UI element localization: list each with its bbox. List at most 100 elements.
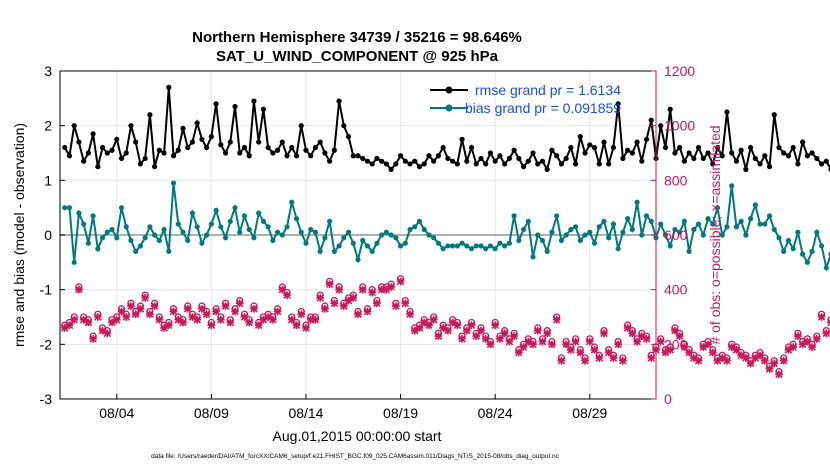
legend-rmse-marker: [445, 86, 453, 94]
series-rmse-point: [516, 155, 522, 162]
series-rmse-point: [554, 153, 560, 159]
obs-assimilated-point: [500, 329, 509, 338]
series-bias-point: [256, 210, 262, 216]
obs-assimilated-point: [131, 310, 140, 319]
series-bias-point: [393, 235, 399, 241]
series-rmse-point: [771, 112, 777, 118]
obs-assimilated-point: [732, 345, 741, 354]
series-bias-point: [591, 240, 598, 246]
series-bias-point: [511, 213, 517, 219]
series-rmse-point: [114, 136, 120, 142]
series-rmse-point: [440, 144, 446, 151]
series-rmse-point: [743, 166, 749, 172]
series-bias-point: [180, 229, 186, 235]
obs-assimilated-point: [614, 340, 622, 349]
series-rmse-point: [128, 123, 134, 129]
series-rmse-point: [435, 153, 442, 159]
series-rmse-point: [672, 150, 678, 156]
y-left-tick-label-0: -3: [40, 391, 53, 407]
obs-assimilated-point: [491, 321, 500, 330]
obs-assimilated-point: [136, 304, 145, 313]
obs-assimilated-point: [108, 318, 116, 327]
series-rmse-point: [166, 84, 172, 90]
series-rmse-point: [776, 144, 782, 151]
series-rmse-point: [62, 144, 68, 151]
series-rmse-point: [710, 161, 716, 167]
series-rmse-point: [804, 153, 810, 159]
series-rmse-point: [464, 158, 470, 164]
series-bias-point: [208, 221, 214, 227]
y-right-tick-label-0: 0: [664, 391, 672, 407]
obs-assimilated-point: [297, 310, 306, 319]
obs-assimilated-point: [619, 356, 627, 365]
series-rmse-point: [218, 142, 224, 148]
series-bias-point: [293, 216, 300, 222]
series-bias-point: [90, 213, 96, 219]
series-bias-point: [213, 207, 219, 213]
series-rmse-point: [109, 147, 115, 153]
obs-assimilated-point: [448, 318, 457, 327]
series-rmse-point: [265, 144, 271, 151]
series-bias-point: [199, 240, 205, 246]
series-rmse-point: [648, 117, 654, 123]
series-rmse-point: [232, 103, 238, 110]
obs-assimilated-point: [94, 313, 102, 321]
series-rmse-point: [388, 166, 394, 172]
series-bias-point: [270, 237, 276, 244]
series-bias-point: [733, 224, 740, 230]
series-bias-point: [804, 259, 810, 265]
series-bias-point: [152, 232, 158, 238]
obs-assimilated-point: [70, 315, 79, 324]
obs-assimilated-point: [633, 337, 641, 346]
series-bias-point: [298, 229, 304, 235]
series-bias-point: [757, 221, 763, 227]
series-rmse-point: [185, 144, 191, 151]
obs-assimilated-point: [557, 356, 566, 365]
obs-assimilated-point: [727, 343, 736, 351]
series-bias-point: [222, 235, 229, 241]
series-bias-point: [818, 243, 825, 249]
y-right-tick-label-2: 400: [664, 282, 688, 298]
series-rmse-point: [327, 158, 333, 164]
series-bias-point: [237, 229, 243, 235]
series-bias-point: [204, 232, 210, 238]
series-rmse-point: [634, 139, 640, 145]
series-rmse-point: [303, 147, 309, 153]
obs-assimilated-point: [647, 354, 656, 362]
series-rmse-point: [766, 164, 773, 170]
obs-assimilated-point: [467, 321, 476, 330]
obs-assimilated-point: [567, 345, 575, 354]
series-bias-point: [464, 243, 470, 249]
series-rmse-point: [85, 150, 91, 156]
series-rmse-point: [421, 161, 427, 167]
series-bias-point: [558, 237, 564, 244]
series-rmse-point: [795, 161, 801, 167]
obs-assimilated-point: [373, 299, 381, 308]
obs-assimilated-point: [581, 356, 589, 365]
series-bias-point: [364, 243, 371, 249]
series-bias-point: [686, 248, 692, 254]
obs-assimilated-point: [699, 343, 708, 351]
series-bias-point: [421, 226, 427, 233]
obs-assimilated-point: [202, 310, 211, 319]
series-rmse-point: [502, 161, 508, 167]
series-bias-point: [662, 232, 669, 238]
series-bias-point: [175, 221, 181, 227]
obs-assimilated-point: [349, 294, 358, 302]
series-rmse-point: [591, 144, 598, 151]
obs-assimilated-point: [822, 329, 830, 338]
obs-assimilated-point: [292, 321, 301, 330]
obs-assimilated-point: [330, 299, 339, 308]
series-rmse-point: [478, 155, 484, 162]
obs-assimilated-point: [306, 315, 315, 324]
footer-datafile: data file: /Users/raeder/DAI/ATM_forcXX/…: [151, 453, 560, 460]
series-bias-point: [658, 221, 664, 227]
series-bias-point: [468, 246, 475, 252]
series-rmse-point: [133, 139, 139, 145]
series-rmse-point: [369, 161, 375, 167]
series-rmse-point: [360, 155, 366, 162]
series-rmse-point: [473, 161, 479, 167]
series-bias-point: [823, 265, 829, 271]
obs-assimilated-point: [325, 280, 334, 289]
series-bias-point: [308, 226, 314, 233]
